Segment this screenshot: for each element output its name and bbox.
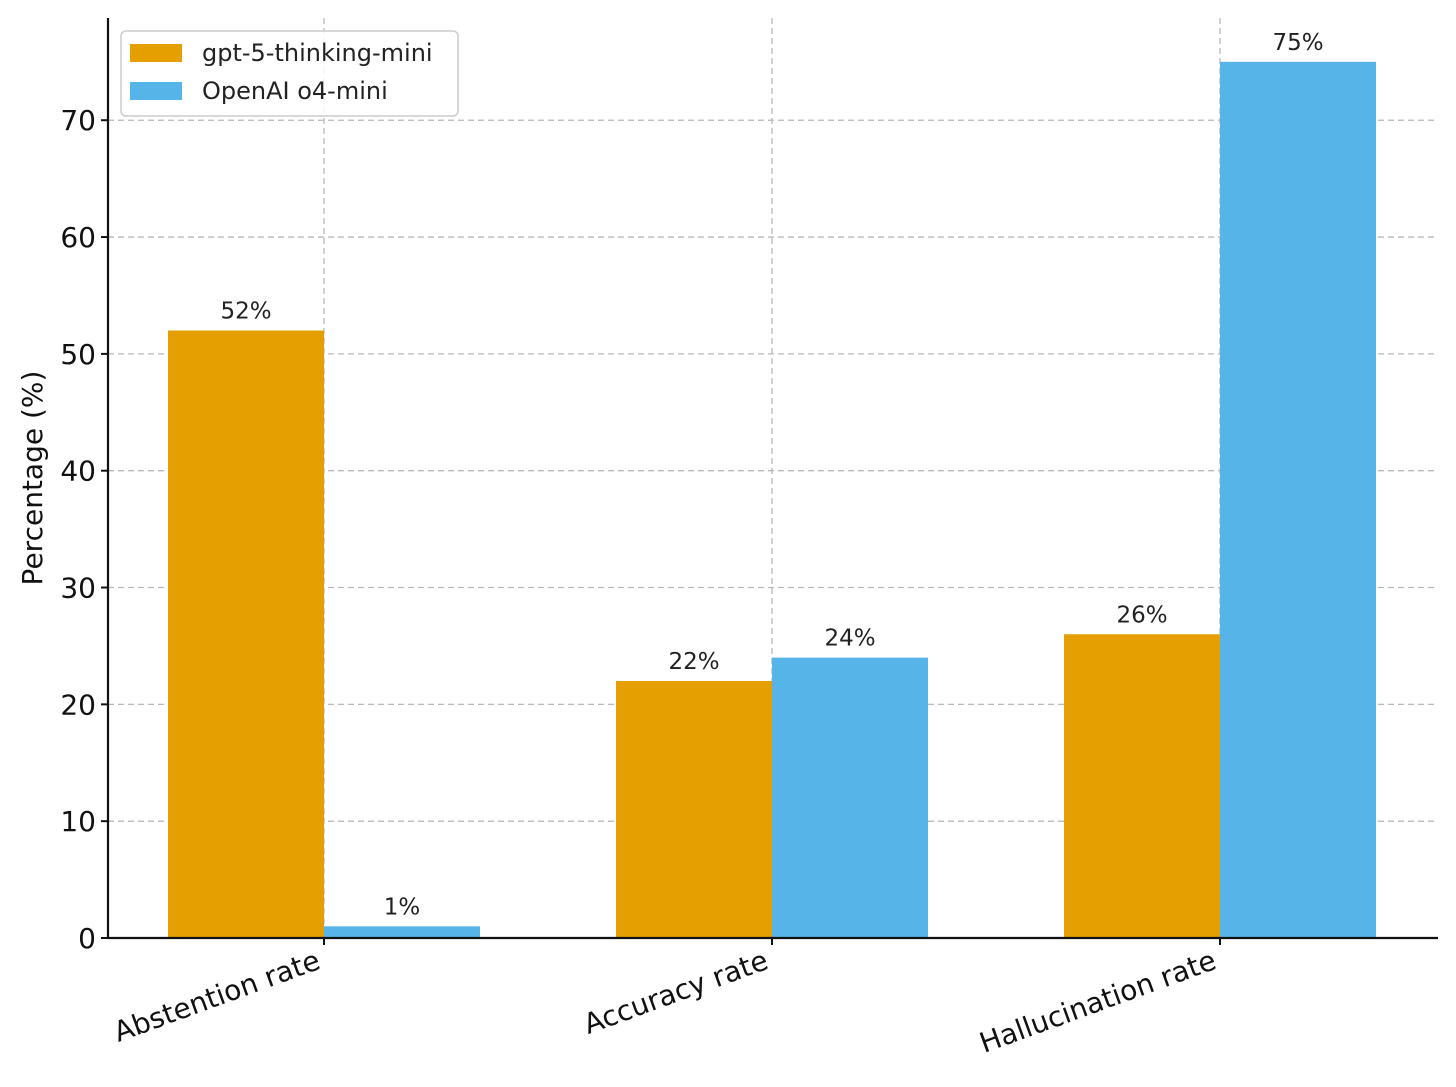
legend-label: gpt-5-thinking-mini [202,39,433,67]
bar[interactable] [772,657,928,938]
data-label: 75% [1272,30,1323,56]
y-tick-label: 10 [60,805,96,838]
legend-label: OpenAI o4-mini [202,77,388,105]
data-label: 26% [1116,602,1167,628]
y-tick-label: 50 [60,338,96,371]
legend-frame [120,30,459,117]
bar[interactable] [324,926,480,938]
x-tick-label: Accuracy rate [579,944,772,1041]
data-label: 52% [220,299,271,325]
legend[interactable]: gpt-5-thinking-mini OpenAI o4-mini [120,30,459,117]
y-tick-label: 40 [60,455,96,488]
data-label: 1% [384,894,421,920]
bar[interactable] [1220,61,1376,939]
data-label: 24% [824,626,875,652]
x-tick-label: Abstention rate [109,944,324,1049]
x-tick-label: Hallucination rate [975,944,1220,1060]
y-tick-label: 70 [60,104,96,137]
y-axis-title: Percentage (%) [16,371,49,586]
y-tick-label: 60 [60,221,96,254]
bar[interactable] [1064,634,1220,938]
data-label: 22% [668,649,719,675]
bar[interactable] [616,680,772,938]
legend-swatch [130,82,182,100]
y-tick-label: 20 [60,688,96,721]
bar[interactable] [168,330,324,938]
y-tick-label: 30 [60,572,96,605]
y-tick-label: 0 [78,922,96,955]
legend-swatch [130,44,182,62]
bars-layer [168,61,1376,939]
axes-layer [101,18,1438,945]
